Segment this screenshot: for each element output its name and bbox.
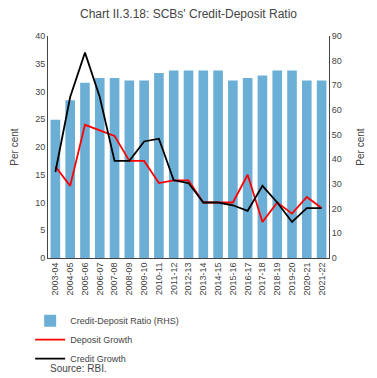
svg-text:2017-18: 2017-18 — [257, 263, 267, 296]
svg-text:20: 20 — [35, 142, 45, 152]
svg-text:40: 40 — [332, 154, 342, 164]
svg-text:Credit-Deposit Ratio (RHS): Credit-Deposit Ratio (RHS) — [70, 316, 179, 326]
svg-text:2019-20: 2019-20 — [287, 263, 297, 296]
svg-text:10: 10 — [35, 198, 45, 208]
svg-text:2006-07: 2006-07 — [95, 263, 105, 296]
svg-text:2014-15: 2014-15 — [213, 263, 223, 296]
svg-text:Per cent: Per cent — [9, 128, 20, 165]
svg-text:10: 10 — [332, 228, 342, 238]
svg-text:0: 0 — [332, 253, 337, 263]
svg-text:15: 15 — [35, 170, 45, 180]
svg-text:40: 40 — [35, 31, 45, 41]
svg-text:80: 80 — [332, 56, 342, 66]
svg-text:Per cent: Per cent — [355, 128, 366, 165]
svg-text:2003-04: 2003-04 — [50, 263, 60, 296]
svg-text:5: 5 — [40, 225, 45, 235]
svg-text:60: 60 — [332, 105, 342, 115]
svg-text:2007-08: 2007-08 — [109, 263, 119, 296]
svg-text:2010-11: 2010-11 — [154, 263, 164, 295]
svg-text:2015-16: 2015-16 — [228, 263, 238, 296]
svg-text:2021-22: 2021-22 — [317, 263, 327, 296]
svg-text:2018-19: 2018-19 — [272, 263, 282, 296]
svg-text:90: 90 — [332, 31, 342, 41]
svg-text:2012-13: 2012-13 — [183, 263, 193, 296]
svg-text:30: 30 — [35, 87, 45, 97]
svg-text:Credit Growth: Credit Growth — [70, 354, 126, 364]
svg-text:2020-21: 2020-21 — [302, 263, 312, 296]
svg-text:2005-06: 2005-06 — [80, 263, 90, 296]
svg-text:Deposit Growth: Deposit Growth — [70, 335, 132, 345]
svg-text:50: 50 — [332, 130, 342, 140]
svg-text:35: 35 — [35, 59, 45, 69]
svg-text:2013-14: 2013-14 — [198, 263, 208, 296]
svg-text:Source: RBI.: Source: RBI. — [50, 363, 107, 374]
svg-text:Chart II.3.18: SCBs' Credit-De: Chart II.3.18: SCBs' Credit-Deposit Rati… — [80, 7, 297, 21]
svg-text:20: 20 — [332, 204, 342, 214]
svg-text:2016-17: 2016-17 — [243, 263, 253, 296]
svg-text:70: 70 — [332, 80, 342, 90]
svg-text:30: 30 — [332, 179, 342, 189]
svg-text:2008-09: 2008-09 — [124, 263, 134, 296]
svg-text:25: 25 — [35, 114, 45, 124]
svg-text:2004-05: 2004-05 — [65, 263, 75, 296]
svg-text:2009-10: 2009-10 — [139, 263, 149, 296]
svg-text:0: 0 — [40, 253, 45, 263]
svg-text:2011-12: 2011-12 — [169, 263, 179, 295]
